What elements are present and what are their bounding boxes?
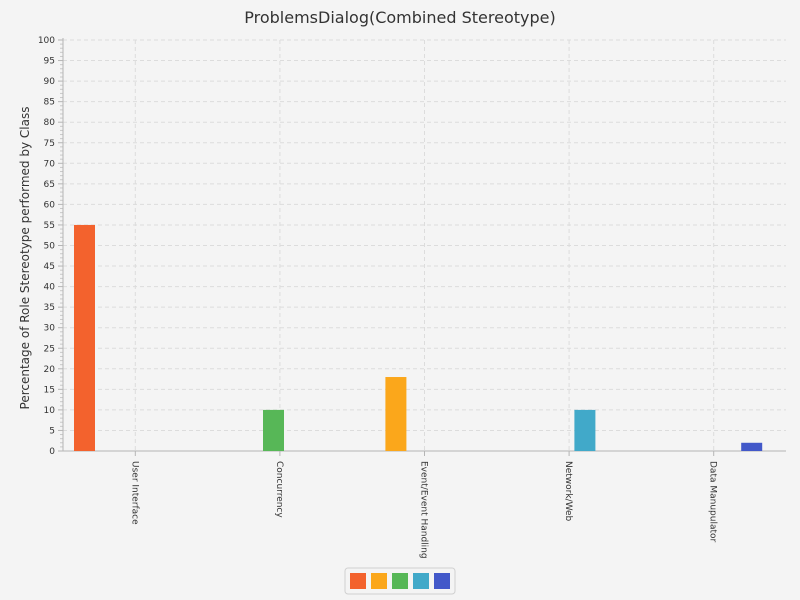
x-category-label: Concurrency bbox=[274, 461, 284, 518]
legend-swatch bbox=[413, 573, 429, 589]
y-tick-label: 25 bbox=[44, 344, 55, 354]
bar-user-interface bbox=[74, 224, 95, 451]
y-tick-label: 30 bbox=[44, 324, 56, 334]
axes: 0 5 10 15 20 25 30 35 40 45 50 55 60 65 70 75 80 85 90 95 10… bbox=[38, 36, 786, 457]
y-tick-label: 70 bbox=[44, 159, 56, 169]
y-tick-label: 80 bbox=[44, 118, 56, 128]
y-tick-label: 50 bbox=[44, 242, 56, 252]
y-tick-label: 95 bbox=[44, 57, 55, 67]
y-tick-label: 35 bbox=[44, 303, 55, 313]
x-category-label: Event/Event Handling bbox=[419, 461, 429, 559]
bar-data-manupulator bbox=[741, 442, 763, 451]
y-tick-label: 45 bbox=[44, 262, 55, 272]
y-axis-label: Percentage of Role Stereotype performed … bbox=[18, 107, 32, 410]
legend bbox=[344, 567, 456, 595]
bar-network-web bbox=[574, 409, 596, 451]
y-tick-label: 85 bbox=[44, 98, 55, 108]
legend-swatch bbox=[434, 573, 450, 589]
legend-swatch bbox=[392, 573, 408, 589]
legend-swatch bbox=[350, 573, 366, 589]
y-tick-label: 60 bbox=[44, 200, 56, 210]
y-tick-label: 75 bbox=[44, 139, 55, 149]
y-tick-label: 65 bbox=[44, 180, 55, 190]
bar-concurrency bbox=[263, 409, 284, 451]
bars bbox=[74, 224, 763, 451]
y-tick-label: 5 bbox=[49, 426, 55, 436]
y-tick-label: 20 bbox=[44, 365, 56, 375]
y-tick-label: 10 bbox=[44, 406, 56, 416]
category-labels: User Interface Concurrency Event/Event Han… bbox=[129, 461, 717, 559]
chart-title: ProblemsDialog(Combined Stereotype) bbox=[244, 8, 555, 27]
y-tick-label: 90 bbox=[44, 77, 56, 87]
y-tick-label: 100 bbox=[38, 36, 55, 46]
y-tick-label: 0 bbox=[49, 447, 55, 457]
x-category-label: Data Manupulator bbox=[708, 461, 718, 543]
x-category-label: Network/Web bbox=[563, 461, 573, 522]
y-tick-label: 40 bbox=[44, 283, 56, 293]
y-tick-label: 55 bbox=[44, 221, 55, 231]
x-category-label: User Interface bbox=[129, 461, 139, 525]
legend-swatch bbox=[371, 573, 387, 589]
grid-lines bbox=[63, 39, 786, 451]
bar-event-event-handling bbox=[385, 377, 407, 451]
y-tick-label: 15 bbox=[44, 385, 55, 395]
